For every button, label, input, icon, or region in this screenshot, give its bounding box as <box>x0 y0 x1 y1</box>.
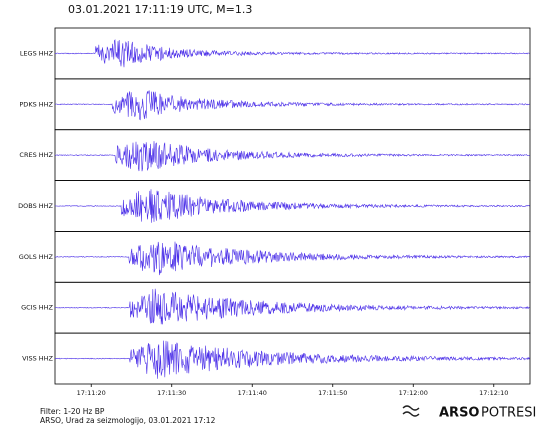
station-label: LEGS HHZ <box>20 49 54 57</box>
waveform <box>55 90 530 121</box>
station-label: GCIS HHZ <box>21 304 53 312</box>
waveform <box>55 39 530 68</box>
logo-bold: ARSO <box>439 406 480 421</box>
waveform <box>55 340 530 379</box>
waveform <box>55 141 530 172</box>
x-tick-label: 17:12:00 <box>399 389 428 397</box>
waveform <box>55 189 530 223</box>
station-label: VISS HHZ <box>22 355 53 363</box>
station-label: GOLS HHZ <box>19 253 54 261</box>
x-tick-label: 17:11:50 <box>318 389 347 397</box>
footer-source: ARSO, Urad za seizmologijo, 03.01.2021 1… <box>40 416 216 425</box>
x-tick-label: 17:12:10 <box>479 389 508 397</box>
station-label: CRES HHZ <box>19 151 53 159</box>
waveform <box>55 241 530 276</box>
chart-title: 03.01.2021 17:11:19 UTC, M=1.3 <box>68 3 252 16</box>
logo-icon <box>402 405 420 417</box>
x-tick-label: 17:11:40 <box>238 389 267 397</box>
station-label: PDKS HHZ <box>19 100 53 108</box>
x-tick-label: 17:11:20 <box>77 389 106 397</box>
logo-light: POTRESI <box>481 406 536 421</box>
waveform <box>55 288 530 325</box>
footer-filter: Filter: 1-20 Hz BP <box>40 407 105 416</box>
x-tick-label: 17:11:30 <box>157 389 186 397</box>
station-label: DOBS HHZ <box>18 202 53 210</box>
